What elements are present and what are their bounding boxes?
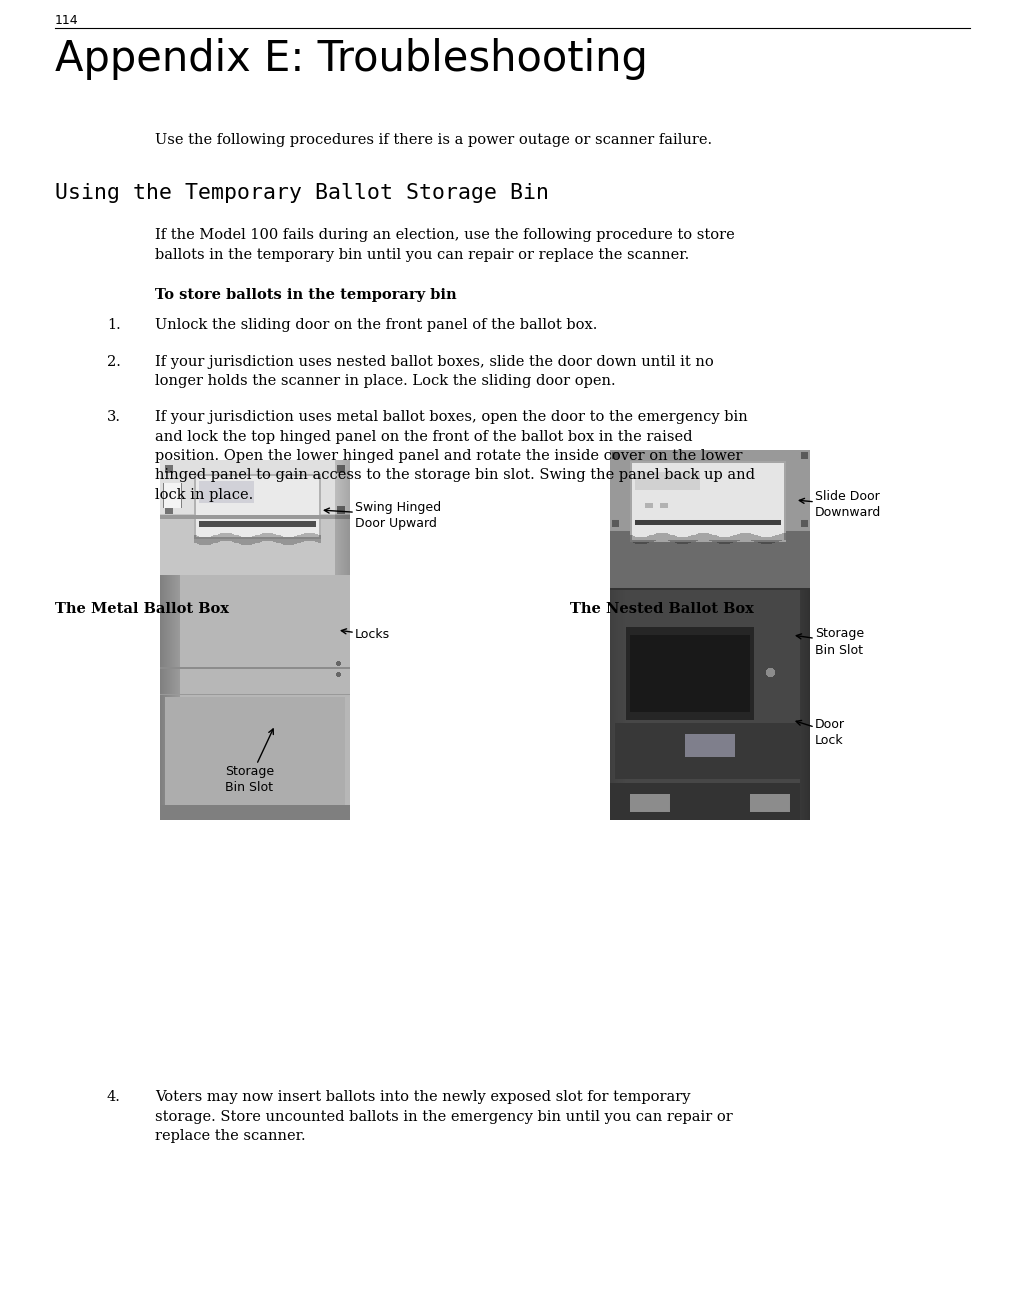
Text: Using the Temporary Ballot Storage Bin: Using the Temporary Ballot Storage Bin [55,183,549,203]
Text: If the Model 100 fails during an election, use the following procedure to store
: If the Model 100 fails during an electio… [155,228,735,262]
Text: Appendix E: Troubleshooting: Appendix E: Troubleshooting [55,38,647,80]
Text: To store ballots in the temporary bin: To store ballots in the temporary bin [155,288,457,301]
Text: The Metal Ballot Box: The Metal Ballot Box [55,601,229,616]
Text: Use the following procedures if there is a power outage or scanner failure.: Use the following procedures if there is… [155,133,713,147]
Text: 2.: 2. [107,355,121,368]
Text: Door
Lock: Door Lock [796,717,845,746]
Text: Locks: Locks [341,629,390,641]
Text: 1.: 1. [107,318,121,332]
Text: Storage
Bin Slot: Storage Bin Slot [796,628,864,657]
Text: Swing Hinged
Door Upward: Swing Hinged Door Upward [325,500,441,529]
Text: Unlock the sliding door on the front panel of the ballot box.: Unlock the sliding door on the front pan… [155,318,598,332]
Text: The Nested Ballot Box: The Nested Ballot Box [570,601,754,616]
Text: Storage
Bin Slot: Storage Bin Slot [225,729,274,794]
Text: Slide Door
Downward: Slide Door Downward [799,491,882,520]
Text: If your jurisdiction uses metal ballot boxes, open the door to the emergency bin: If your jurisdiction uses metal ballot b… [155,411,755,501]
Text: Voters may now insert ballots into the newly exposed slot for temporary
storage.: Voters may now insert ballots into the n… [155,1090,733,1144]
Text: 3.: 3. [107,411,121,424]
Text: 4.: 4. [107,1090,121,1104]
Text: 114: 114 [55,14,78,28]
Text: If your jurisdiction uses nested ballot boxes, slide the door down until it no
l: If your jurisdiction uses nested ballot … [155,355,714,388]
